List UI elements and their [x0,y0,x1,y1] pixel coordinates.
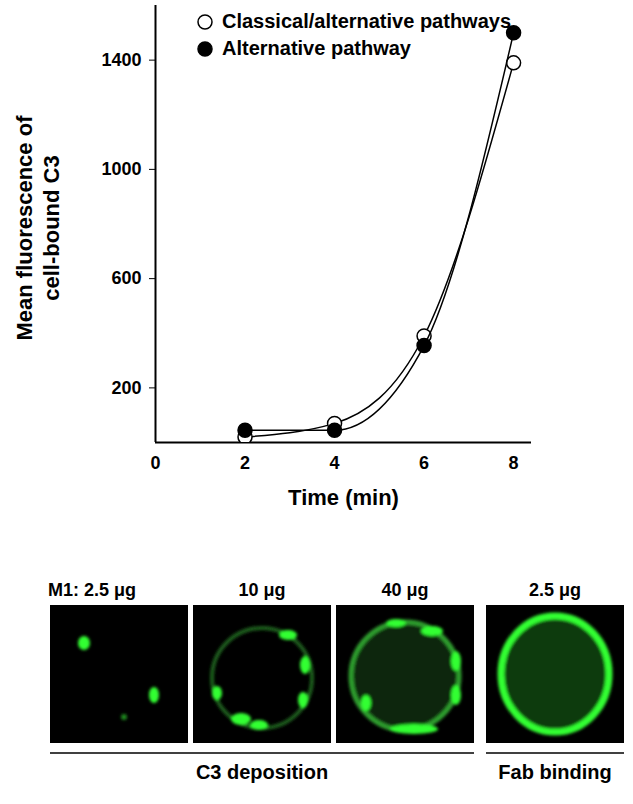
svg-text:1000: 1000 [101,159,141,179]
svg-text:40 μg: 40 μg [381,580,428,600]
svg-text:0: 0 [150,453,160,473]
svg-text:C3 deposition: C3 deposition [196,761,328,783]
svg-text:10 μg: 10 μg [238,580,285,600]
svg-text:4: 4 [330,453,340,473]
html-text:Classical/alternative pathways: Classical/alternative pathways [222,10,511,32]
svg-text:200: 200 [111,378,141,398]
svg-text:M1: 2.5 μg: M1: 2.5 μg [48,580,136,600]
svg-text:6: 6 [419,453,429,473]
svg-text:Time (min): Time (min) [288,485,399,510]
html-text:Alternative pathway: Alternative pathway [222,37,411,59]
svg-text:Fab binding: Fab binding [498,761,611,783]
svg-text:1400: 1400 [101,50,141,70]
svg-text:2: 2 [240,453,250,473]
svg-text:600: 600 [111,268,141,288]
svg-text:8: 8 [509,453,519,473]
html-text:Mean fluorescence of cell-boun: Mean fluorescence of cell-bound C3 [12,115,64,341]
svg-text:2.5 μg: 2.5 μg [529,580,581,600]
